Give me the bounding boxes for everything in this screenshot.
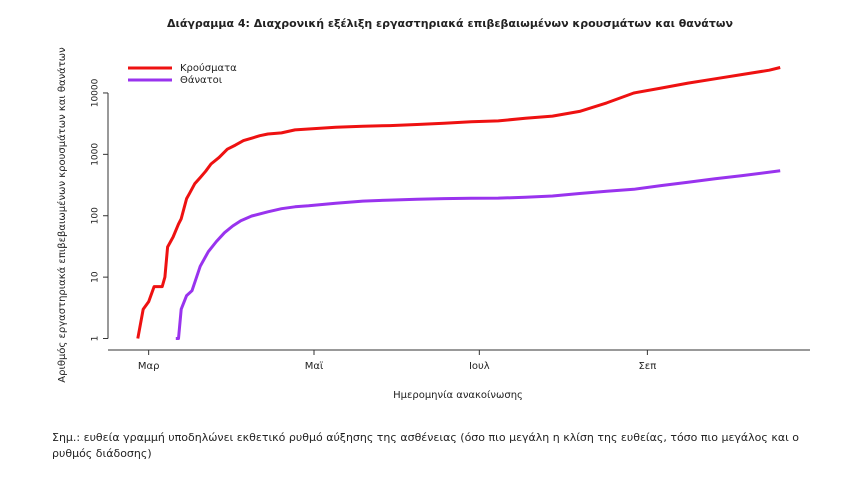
y-tick-label: 1000 xyxy=(91,143,101,166)
footnote: Σημ.: ευθεία γραμμή υποδηλώνει εκθετικό … xyxy=(52,431,800,460)
y-tick-label: 100 xyxy=(91,207,101,224)
y-tick-label: 10 xyxy=(91,271,101,283)
x-tick-label: Σεπ xyxy=(638,361,656,372)
chart-title: Διάγραμμα 4: Διαχρονική εξέλιξη εργαστηρ… xyxy=(167,17,733,30)
y-tick-label: 10000 xyxy=(91,78,101,107)
legend-label: Θάνατοι xyxy=(180,74,223,86)
series-line xyxy=(136,66,781,339)
y-tick-label: 1 xyxy=(91,336,101,342)
series-line xyxy=(175,169,781,340)
chart: Διάγραμμα 4: Διαχρονική εξέλιξη εργαστηρ… xyxy=(56,17,810,401)
x-tick-label: Μαϊ xyxy=(305,361,324,372)
legend-label: Κρούσματα xyxy=(180,62,237,74)
y-axis-label: Αριθμός εργαστηριακά επιβεβαιωμένων κρου… xyxy=(56,47,68,383)
x-tick-label: Ιουλ xyxy=(469,361,490,372)
x-tick-label: Μαρ xyxy=(138,361,160,372)
x-axis-label: Ημερομηνία ανακοίνωσης xyxy=(393,389,523,401)
